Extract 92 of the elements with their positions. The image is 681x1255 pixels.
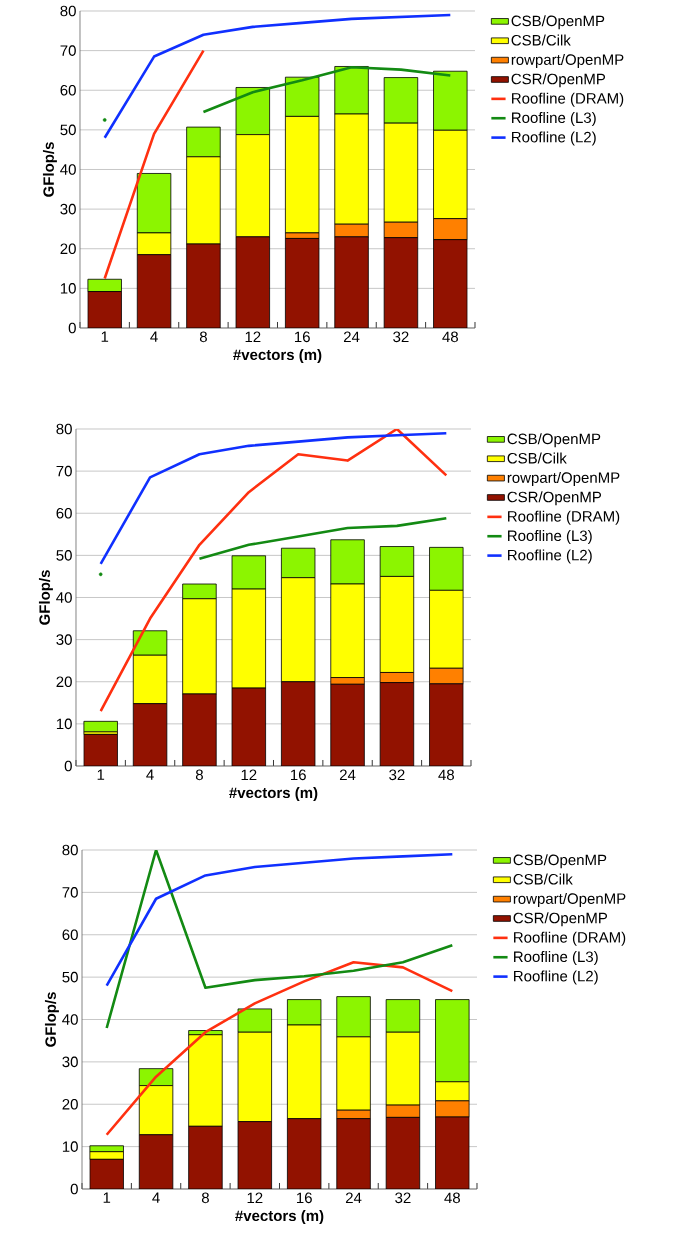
bar xyxy=(132,703,168,766)
line-series xyxy=(99,431,448,566)
y-axis-title: GFlop/s xyxy=(38,570,53,625)
y-tick-label: 0 xyxy=(68,322,76,334)
line-series xyxy=(99,428,448,713)
y-tick-label: 20 xyxy=(56,676,72,688)
y-tick-label: 20 xyxy=(62,1098,78,1110)
legend-label: CSB/Cilk xyxy=(513,873,573,885)
legend-label: CSB/OpenMP xyxy=(507,433,601,448)
legend-label: CSR/OpenMP xyxy=(511,73,606,88)
bar xyxy=(429,683,464,766)
y-tick-label: 80 xyxy=(62,844,78,856)
x-tick-label: 24 xyxy=(339,769,356,780)
x-tick-label: 24 xyxy=(343,331,360,342)
y-tick-label: 50 xyxy=(62,971,78,983)
x-axis-title: #vectors (m) xyxy=(233,349,322,363)
y-tick-label: 80 xyxy=(60,5,76,17)
legend-label: CSB/OpenMP xyxy=(511,15,605,30)
y-tick-label: 80 xyxy=(56,423,72,435)
legend-label: Roofline (DRAM) xyxy=(508,510,620,525)
y-tick-label: 70 xyxy=(56,465,72,477)
x-tick-label: 24 xyxy=(345,1192,362,1203)
x-tick-label: 4 xyxy=(152,1192,160,1203)
y-tick-label: 60 xyxy=(62,929,78,941)
x-tick-label: 1 xyxy=(101,331,109,342)
legend-label: CSB/Cilk xyxy=(511,34,571,46)
x-tick-label: 16 xyxy=(296,1192,312,1204)
y-tick-label: 60 xyxy=(60,84,76,96)
line-series xyxy=(105,850,454,1030)
y-tick-label: 10 xyxy=(56,718,72,730)
y-tick-label: 40 xyxy=(60,164,76,175)
x-tick-label: 4 xyxy=(146,769,154,780)
y-tick-label: 10 xyxy=(60,283,76,294)
line-series xyxy=(105,960,454,1137)
y-tick-label: 0 xyxy=(70,1183,78,1195)
y-tick-label: 30 xyxy=(62,1056,78,1068)
y-tick-label: 10 xyxy=(62,1141,78,1152)
legend-label: CSR/OpenMP xyxy=(507,491,602,506)
x-tick-label: 16 xyxy=(294,331,310,343)
legend-label: CSB/OpenMP xyxy=(513,854,607,869)
x-tick-label: 32 xyxy=(393,331,409,343)
y-tick-label: 50 xyxy=(56,550,72,561)
y-tick-label: 40 xyxy=(56,592,72,603)
legend-label: rowpart/OpenMP xyxy=(511,53,624,68)
y-tick-label: 40 xyxy=(62,1014,78,1025)
legend-label: Roofline (L2) xyxy=(512,131,596,146)
y-tick-label: 0 xyxy=(64,760,72,772)
y-tick-label: 20 xyxy=(60,243,76,255)
bar xyxy=(379,682,415,766)
x-tick-label: 48 xyxy=(442,331,458,343)
y-tick-label: 50 xyxy=(60,124,76,136)
x-axis-title: #vectors (m) xyxy=(229,787,318,801)
x-tick-label: 12 xyxy=(245,331,261,342)
y-axis-title: GFlop/s xyxy=(44,992,59,1047)
legend-label: CSR/OpenMP xyxy=(513,912,608,927)
x-tick-label: 1 xyxy=(97,769,105,780)
bar xyxy=(83,734,118,766)
legend-label: Roofline (DRAM) xyxy=(512,92,624,107)
legend-label: Roofline (L2) xyxy=(514,970,598,985)
x-tick-label: 8 xyxy=(195,769,203,781)
x-axis-title: #vectors (m) xyxy=(235,1210,324,1224)
x-tick-label: 8 xyxy=(199,331,207,343)
bar xyxy=(182,693,217,766)
bar xyxy=(83,720,118,733)
legend-label: CSB/Cilk xyxy=(507,452,567,464)
legend-label: Roofline (L3) xyxy=(514,951,598,966)
legend-label: Roofline (L3) xyxy=(508,530,592,545)
legend-label: rowpart/OpenMP xyxy=(507,471,620,486)
y-axis-title: GFlop/s xyxy=(42,142,57,197)
x-tick-label: 1 xyxy=(103,1192,111,1203)
x-tick-label: 48 xyxy=(438,769,454,781)
x-tick-label: 4 xyxy=(150,331,158,342)
legend-label: Roofline (L3) xyxy=(512,112,596,127)
x-tick-label: 12 xyxy=(247,1192,263,1203)
bar xyxy=(330,683,365,766)
x-tick-label: 16 xyxy=(290,769,306,781)
x-tick-label: 8 xyxy=(201,1192,209,1204)
legend-label: Roofline (DRAM) xyxy=(514,931,626,946)
y-tick-label: 30 xyxy=(56,634,72,645)
y-tick-label: 30 xyxy=(60,203,76,215)
y-tick-label: 70 xyxy=(60,45,76,56)
x-tick-label: 32 xyxy=(389,769,405,781)
bar xyxy=(231,687,266,766)
x-tick-label: 32 xyxy=(395,1192,411,1204)
legend-label: Roofline (L2) xyxy=(508,549,592,564)
y-tick-label: 60 xyxy=(56,507,72,519)
legend-label: rowpart/OpenMP xyxy=(513,892,626,907)
line-series xyxy=(105,852,454,987)
bar xyxy=(281,681,316,766)
x-tick-label: 48 xyxy=(444,1192,460,1204)
x-tick-label: 12 xyxy=(241,769,257,780)
y-tick-label: 70 xyxy=(62,887,78,898)
